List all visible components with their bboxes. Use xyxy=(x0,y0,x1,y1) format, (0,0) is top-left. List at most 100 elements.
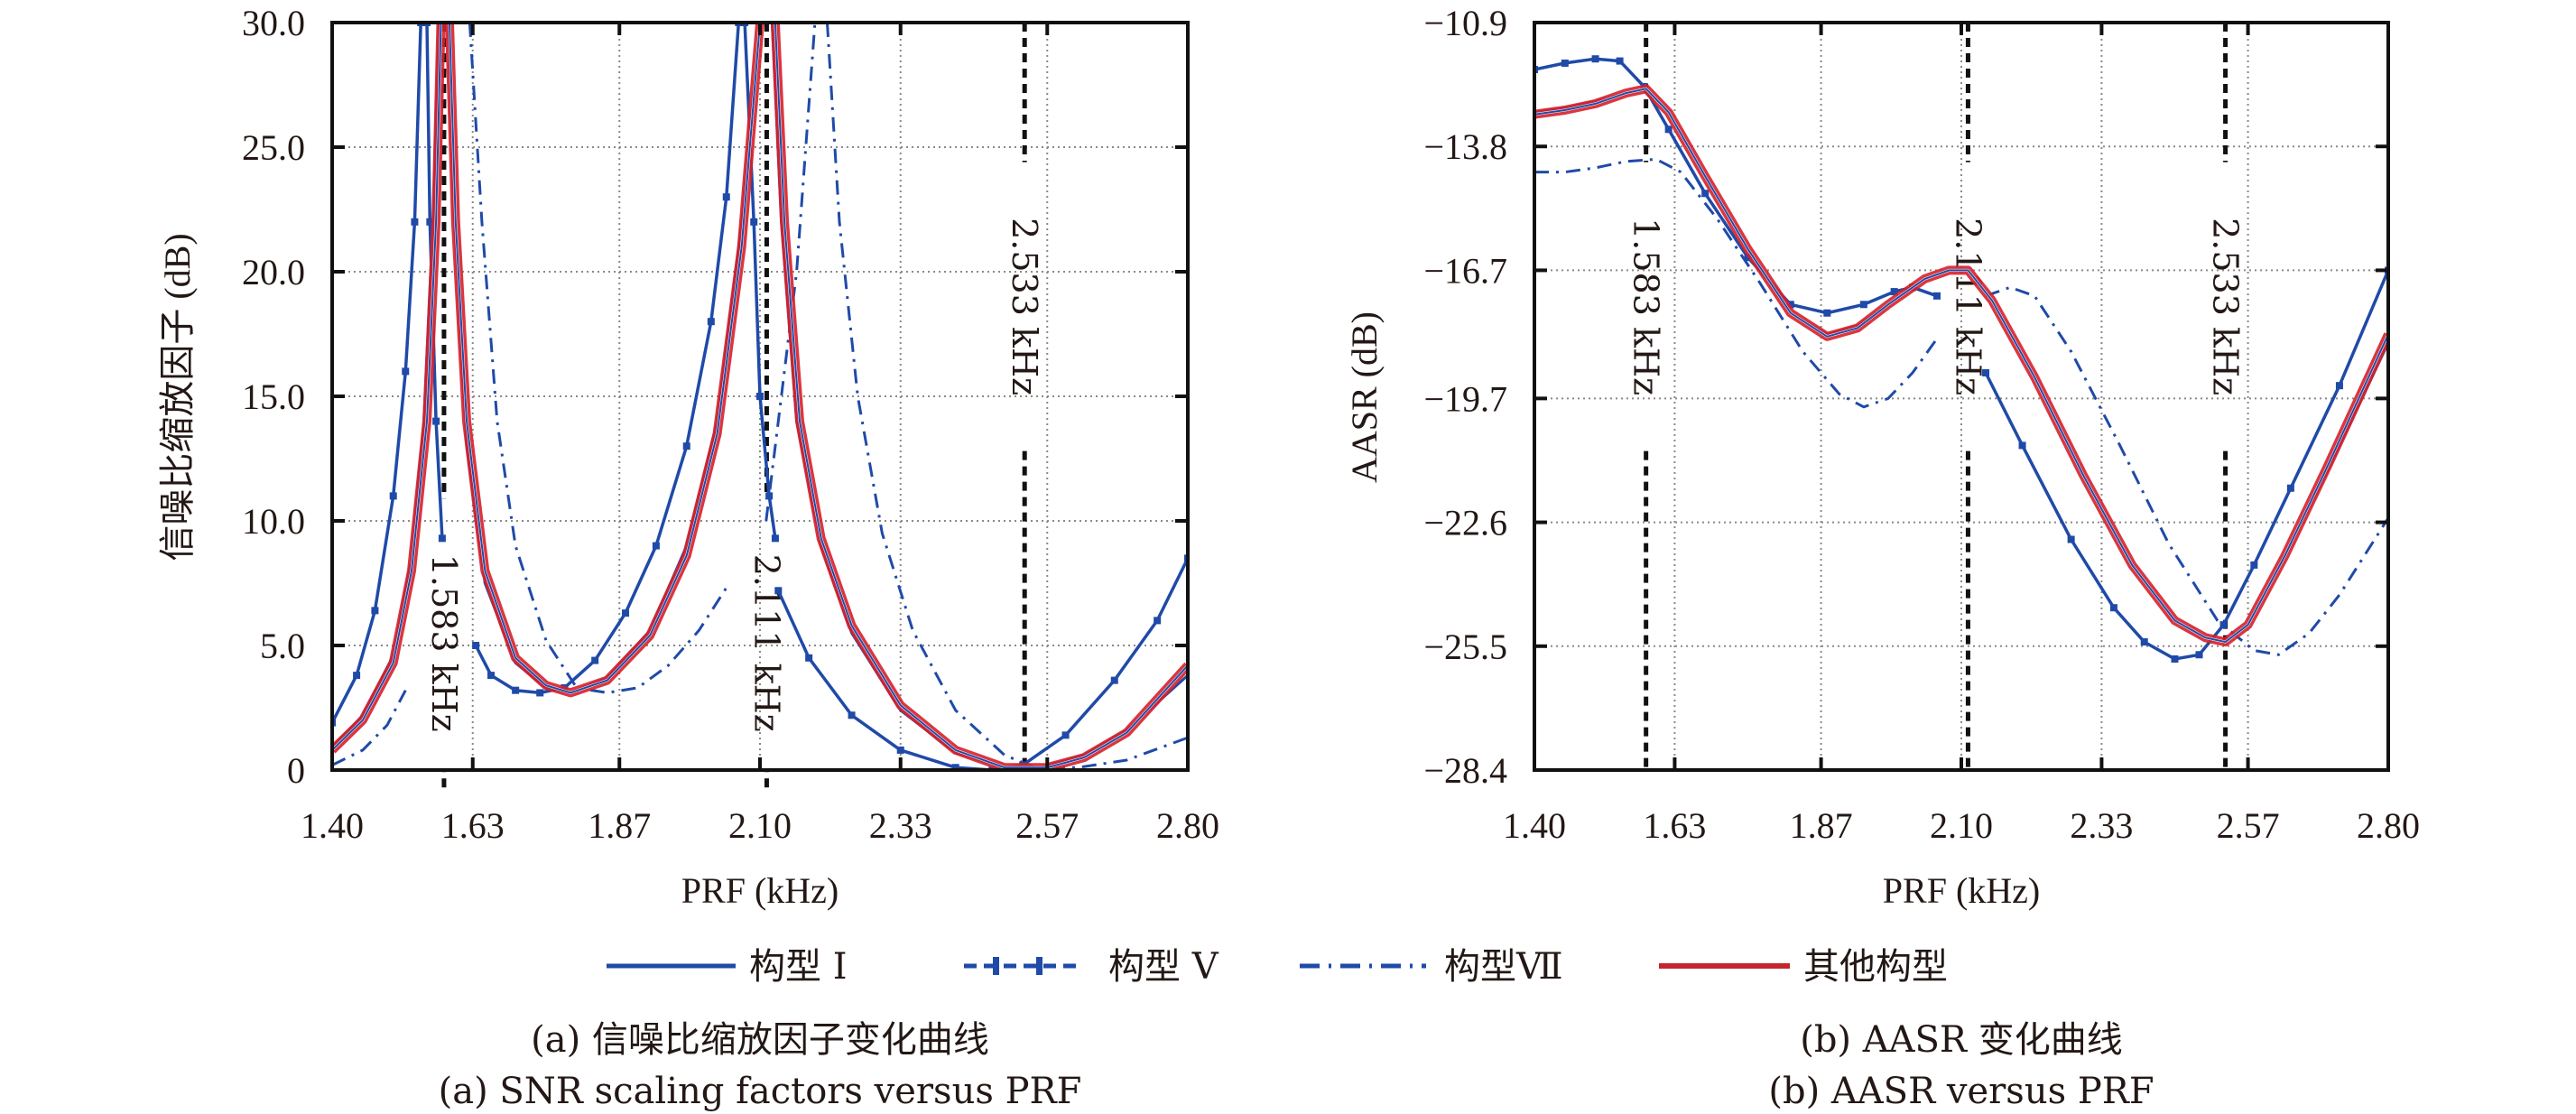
chart-b-data-marker xyxy=(2067,535,2075,543)
chart-a-data-marker xyxy=(1154,617,1162,625)
chart-b-series-line xyxy=(1985,285,2388,656)
chart-b-data-marker xyxy=(1859,301,1867,309)
chart-b-data-marker xyxy=(1982,368,1990,376)
chart-a-data-marker xyxy=(472,642,480,649)
chart-a-series-line xyxy=(474,23,741,695)
chart-b-ytick-label: −16.7 xyxy=(1423,250,1507,291)
chart-a-series-core xyxy=(449,23,761,694)
chart-a-ylabel: 信噪比缩放因子 (dB) xyxy=(157,233,198,561)
chart-a-data-marker xyxy=(487,672,496,680)
chart-a-data-marker xyxy=(750,218,758,226)
chart-b-xtick-label: 2.80 xyxy=(2357,805,2420,846)
chart-b-data-marker xyxy=(2219,621,2228,629)
chart-a-data-marker xyxy=(1110,676,1118,684)
chart-b-data-marker xyxy=(1591,55,1599,63)
chart-a-data-marker xyxy=(765,492,774,500)
legend-label-config-1: 构型 I xyxy=(749,946,848,988)
chart-a-ytick-label: 5.0 xyxy=(260,626,305,666)
chart-a-data-marker xyxy=(896,746,904,754)
chart-b-data-marker xyxy=(1786,301,1794,309)
chart-aasr: 1.583 kHz 2.111 kHz 2.533 kHz 1.40 1.63 1.87 2… xyxy=(1423,3,2420,846)
legend: 构型 I 构型 V 构型Ⅶ 其他构型 xyxy=(607,946,1948,988)
chart-a-series-line xyxy=(771,23,1188,769)
chart-b-xtick-label: 1.87 xyxy=(1790,805,1853,846)
chart-b-ytick-label: −25.5 xyxy=(1423,627,1507,667)
chart-a-ytick-label: 25.0 xyxy=(242,127,305,168)
chart-a-xtick-label: 2.57 xyxy=(1015,805,1079,846)
chart-a-data-marker xyxy=(591,656,599,664)
chart-a-data-marker xyxy=(512,686,520,694)
chart-b-plot-area xyxy=(1534,55,2388,663)
chart-a-series-core xyxy=(774,23,1188,769)
chart-a-data-marker xyxy=(389,492,397,500)
chart-a-xtick-label: 1.87 xyxy=(588,805,651,846)
chart-a-marker-label: 2.533 kHz xyxy=(1005,218,1044,395)
legend-item-other: 其他构型 xyxy=(1659,946,1948,988)
chart-b-data-marker xyxy=(1616,57,1624,65)
chart-b-series-line xyxy=(1984,269,2388,661)
chart-b-ytick-label: −13.8 xyxy=(1423,126,1507,167)
chart-b-series-2 xyxy=(1534,55,2388,663)
caption-b-chinese: (b) AASR 变化曲线 xyxy=(1800,1019,2123,1061)
legend-label-config-5: 构型 V xyxy=(1108,946,1219,988)
chart-a-xtick-label: 2.33 xyxy=(869,805,932,846)
chart-a-xtick-label: 1.40 xyxy=(301,805,364,846)
chart-b-ytick-label: −28.4 xyxy=(1423,750,1507,791)
chart-a-data-marker xyxy=(771,534,779,543)
chart-a-data-marker xyxy=(774,587,783,595)
chart-b-ytick-label: −10.9 xyxy=(1423,3,1507,43)
chart-b-data-marker xyxy=(2286,484,2294,492)
chart-a-ytick-label: 30.0 xyxy=(242,3,305,43)
chart-a-xlabel: PRF (kHz) xyxy=(681,870,839,911)
chart-a-ytick-label: 0 xyxy=(287,750,305,791)
chart-b-xtick-label: 1.40 xyxy=(1503,805,1566,846)
chart-b-data-marker xyxy=(1890,288,1898,296)
chart-b-data-marker xyxy=(2171,654,2179,663)
caption-a-english: (a) SNR scaling factors versus PRF xyxy=(439,1071,1082,1112)
chart-b-data-marker xyxy=(2195,651,2203,659)
chart-b-data-marker xyxy=(1823,309,1831,317)
chart-a-data-marker xyxy=(438,534,446,543)
chart-a-data-marker xyxy=(402,367,410,376)
chart-b-series-3 xyxy=(1534,157,2388,656)
chart-a-marker-label: 1.583 kHz xyxy=(424,554,464,732)
chart-b-data-marker xyxy=(1664,125,1673,134)
chart-b-data-marker xyxy=(2018,441,2026,450)
chart-b-data-marker xyxy=(2109,604,2117,612)
chart-a-data-marker xyxy=(722,193,730,201)
legend-label-config-7: 构型Ⅶ xyxy=(1444,946,1563,988)
chart-a-data-marker xyxy=(805,654,813,662)
chart-a-data-marker xyxy=(432,417,440,425)
chart-a-data-marker xyxy=(353,672,361,680)
chart-b-data-marker xyxy=(1561,59,1569,67)
chart-a-ytick-label: 10.0 xyxy=(242,501,305,542)
caption-a-chinese: (a) 信噪比缩放因子变化曲线 xyxy=(531,1019,989,1061)
chart-a-data-marker xyxy=(426,218,434,226)
chart-b-data-marker xyxy=(1701,190,1710,198)
chart-b-marker-label: 2.111 kHz xyxy=(1948,218,1988,395)
chart-a-series-3 xyxy=(332,23,1188,769)
chart-a-series-line xyxy=(770,23,1188,770)
chart-a-data-marker xyxy=(371,607,379,615)
chart-a-series-line xyxy=(445,23,764,698)
legend-marker-config-5-a xyxy=(993,957,999,975)
chart-a-data-marker xyxy=(622,609,630,617)
chart-snr-scaling: 1.583 kHz 2.111 kHz 2.533 kHz 1.40 1.63 1.87 2… xyxy=(242,3,1219,846)
chart-a-ytick-label: 20.0 xyxy=(242,252,305,292)
chart-a-series-line xyxy=(776,557,1188,770)
chart-a-xtick-label: 2.10 xyxy=(728,805,792,846)
chart-b-series-4 xyxy=(1534,84,2388,647)
chart-a-plot-area xyxy=(332,23,1188,770)
chart-a-data-marker xyxy=(756,393,764,400)
chart-a-data-marker xyxy=(411,218,419,226)
chart-b-marker-label: 1.583 kHz xyxy=(1626,218,1666,395)
chart-a-data-marker xyxy=(652,542,660,550)
chart-a-data-marker xyxy=(536,689,544,697)
chart-b-ylabel: AASR (dB) xyxy=(1344,311,1385,483)
chart-a-data-marker xyxy=(707,318,715,326)
legend-label-other: 其他构型 xyxy=(1803,946,1948,988)
legend-item-config-5: 构型 V xyxy=(964,946,1219,988)
chart-b-ytick-label: −19.7 xyxy=(1423,378,1507,419)
chart-b-data-marker xyxy=(2335,382,2343,390)
